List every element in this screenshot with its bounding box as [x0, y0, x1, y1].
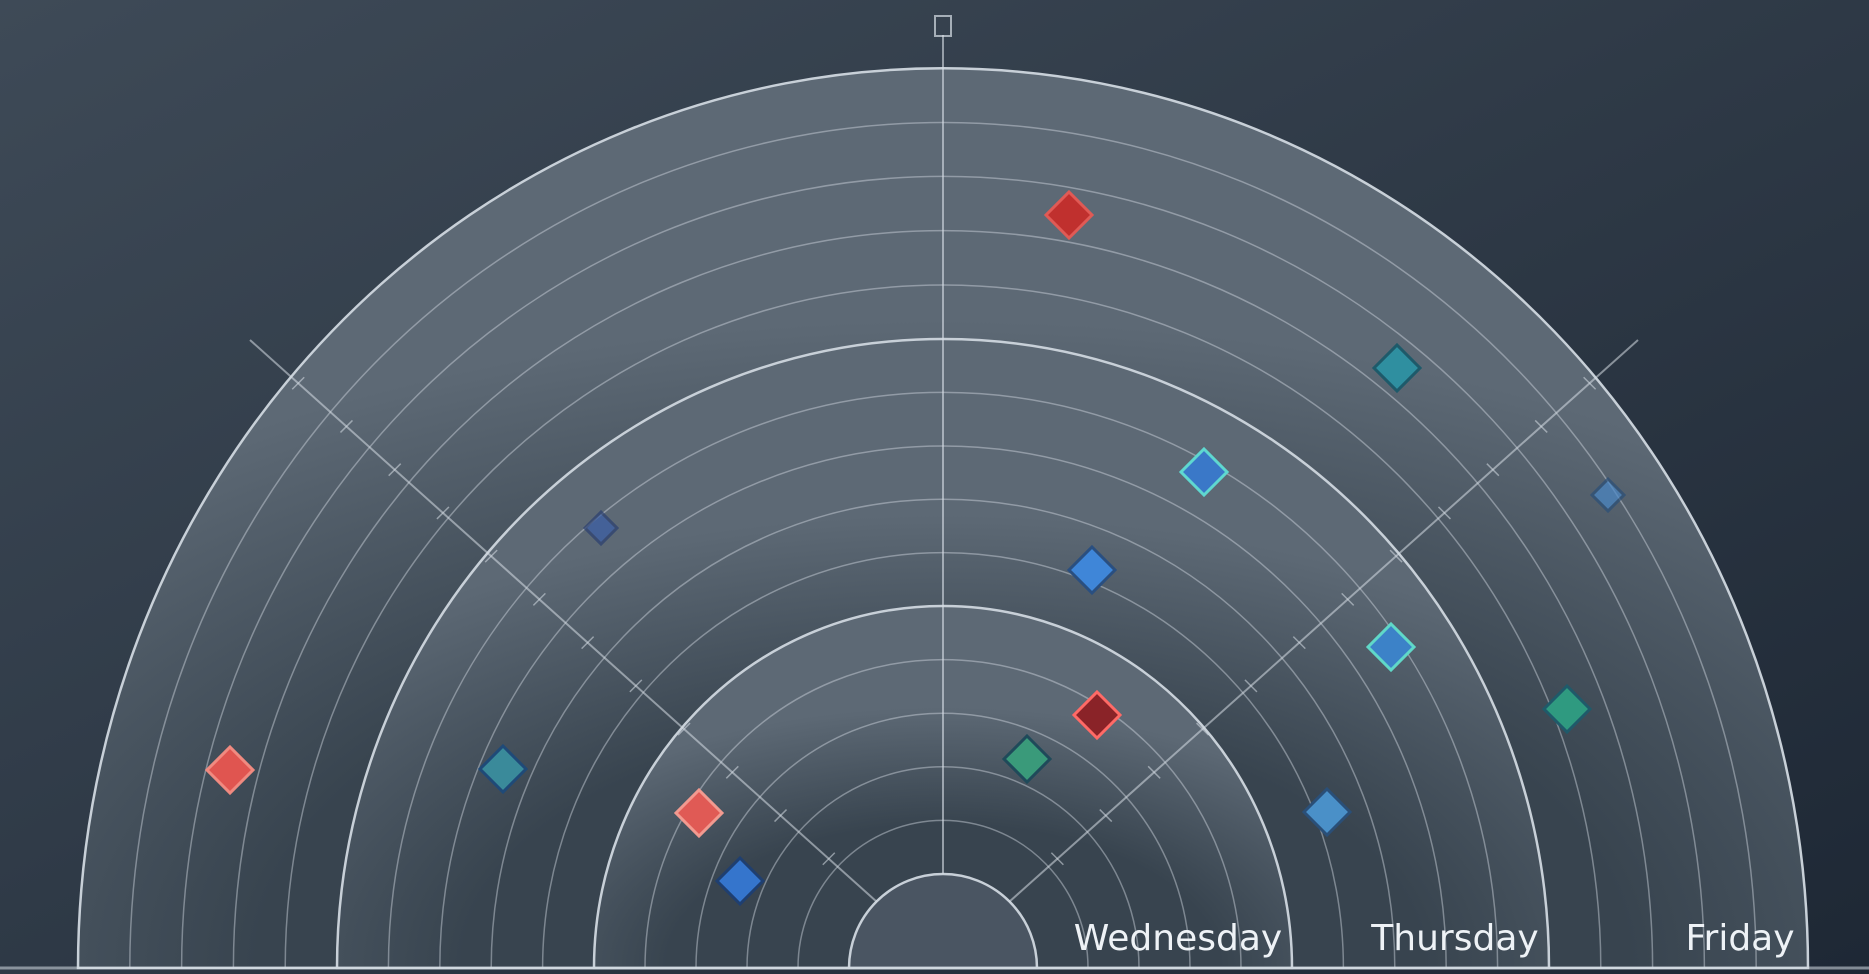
diamond-marker — [477, 743, 529, 795]
diamond-marker — [1071, 689, 1123, 741]
diamond-marker — [1178, 446, 1230, 498]
axis-tick — [677, 722, 691, 736]
diagonal-axis — [1008, 339, 1639, 903]
axis-tick — [291, 376, 305, 390]
axis-tick — [1437, 506, 1451, 520]
axis-tick — [436, 506, 450, 520]
diamond-marker — [582, 509, 620, 547]
points — [204, 189, 1627, 907]
axis-tick — [1534, 419, 1548, 433]
diamond-marker — [204, 744, 256, 796]
axis-tick — [629, 679, 643, 693]
band-label: Thursday — [1370, 918, 1538, 959]
axis-tick — [1050, 852, 1064, 866]
diamond-marker — [1541, 683, 1593, 735]
diamond-marker — [1365, 621, 1417, 673]
diamond-marker — [714, 855, 766, 907]
axis-tick — [532, 592, 546, 606]
axis-tick — [1244, 679, 1258, 693]
hub — [847, 872, 1039, 970]
diamond-marker — [1589, 476, 1627, 514]
axis-tick — [774, 809, 788, 823]
diamond-marker — [1066, 544, 1118, 596]
axis-tick — [1099, 809, 1113, 823]
axis-tick — [1583, 376, 1597, 390]
axis-cap — [934, 15, 952, 37]
diamond-marker — [1371, 342, 1423, 394]
band-label: Wednesday — [1074, 918, 1282, 959]
diamond-marker — [673, 787, 725, 839]
axis-tick — [1486, 463, 1500, 477]
diamond-marker — [1043, 189, 1095, 241]
diamond-marker — [1001, 733, 1053, 785]
axis-tick — [581, 636, 595, 650]
diamond-marker — [1301, 786, 1353, 838]
axis-tick — [1292, 636, 1306, 650]
axis-tick — [1389, 549, 1403, 563]
axis-tick — [339, 419, 353, 433]
band-label: Friday — [1685, 918, 1794, 959]
axis-tick — [1147, 765, 1161, 779]
axis-tick — [388, 463, 402, 477]
axis-tick — [484, 549, 498, 563]
rings — [0, 15, 1869, 970]
diagonal-axis — [249, 339, 878, 903]
axis-tick — [725, 765, 739, 779]
axis-tick — [1196, 722, 1210, 736]
axis-tick — [822, 852, 836, 866]
axis-tick — [1341, 592, 1355, 606]
